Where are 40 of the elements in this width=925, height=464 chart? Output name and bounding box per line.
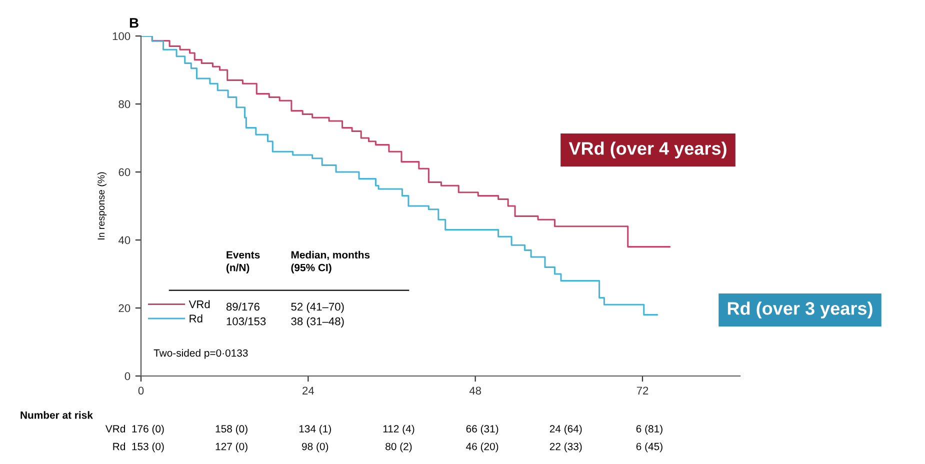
text: VRd <box>105 424 126 433</box>
annotation: 103/153 <box>226 317 266 326</box>
text: 112 (4) <box>383 424 414 435</box>
y-tick-label: 100 <box>112 32 130 40</box>
annotation: Events (n/N) <box>226 251 260 274</box>
text: 22 (33) <box>550 442 582 452</box>
x-tick-label: 24 <box>302 386 314 394</box>
x-tick-label: 0 <box>138 386 144 395</box>
text: 176 (0) <box>132 424 164 435</box>
annotation: 38 (31–48) <box>291 317 344 328</box>
legend-label: VRd <box>188 300 210 308</box>
annotation: 89/176 <box>226 302 260 311</box>
legend-label: Rd <box>190 314 202 323</box>
text: 6 (81) <box>636 424 662 435</box>
text: 153 (0) <box>132 442 164 452</box>
x-tick-label: 72 <box>636 386 648 394</box>
annotation: Median, months (95% CI) <box>291 250 370 274</box>
annotation: 52 (41–70) <box>291 302 344 313</box>
annotation: VRd (over 4 years) <box>568 142 726 158</box>
text: Number at risk <box>20 411 93 419</box>
text: 158 (0) <box>216 424 248 435</box>
y-tick-label: 20 <box>118 304 130 312</box>
text: 80 (2) <box>386 442 412 452</box>
y-axis-title: In response (%) <box>97 172 106 240</box>
text: Rd <box>113 442 126 450</box>
text: 46 (20) <box>466 442 498 452</box>
annotation: Rd (over 3 years) <box>728 302 872 318</box>
text: 6 (45) <box>636 442 662 452</box>
chart-title: B <box>130 18 138 28</box>
text: 127 (0) <box>216 442 248 452</box>
y-tick-label: 80 <box>118 100 130 108</box>
x-tick-label: 48 <box>469 386 482 395</box>
text: 98 (0) <box>302 442 328 452</box>
text: 66 (31) <box>466 424 498 435</box>
y-tick-label: 60 <box>118 168 130 176</box>
text: 134 (1) <box>299 424 331 435</box>
y-tick-label: 0 <box>124 372 130 380</box>
annotation: Two-sided p=0·0133 <box>154 349 248 359</box>
text: 24 (64) <box>550 424 582 435</box>
y-tick-label: 40 <box>118 236 130 244</box>
